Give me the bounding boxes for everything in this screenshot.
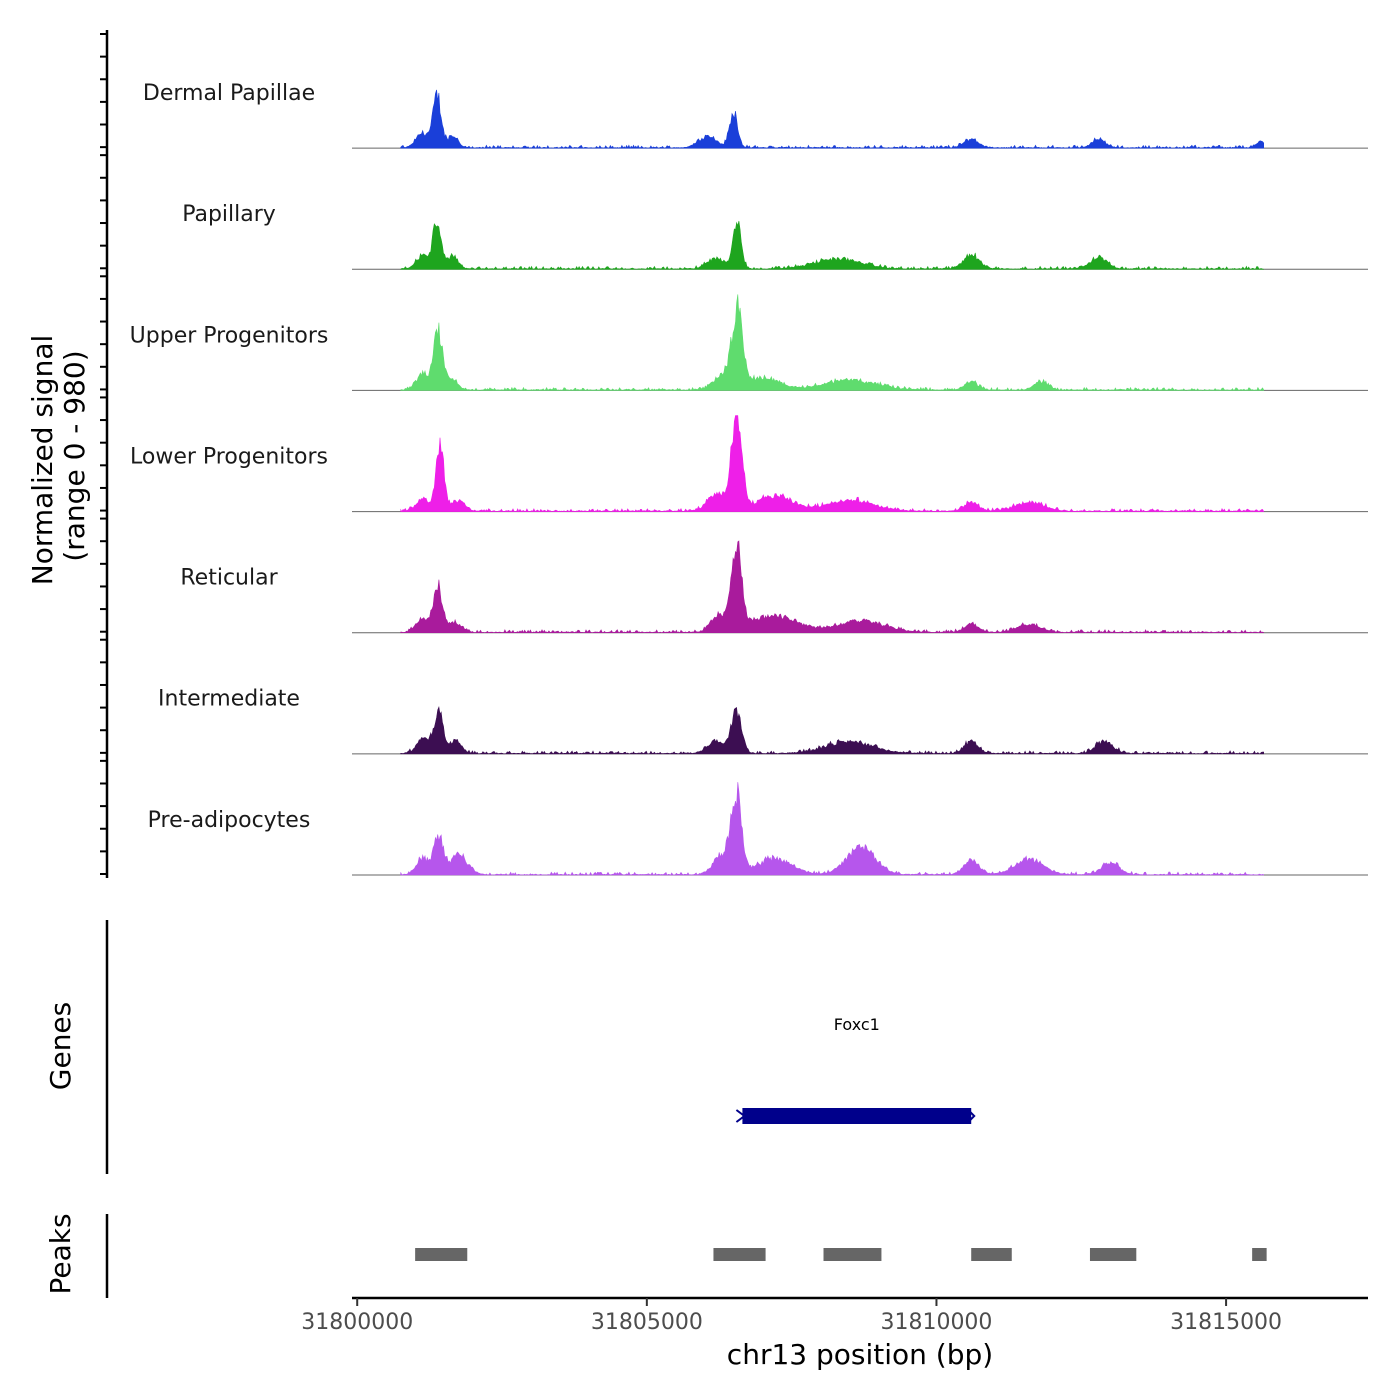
peak-region — [1252, 1248, 1267, 1261]
signal-area — [400, 415, 1264, 513]
peak-region — [823, 1248, 882, 1261]
track-label: Lower Progenitors — [130, 444, 328, 469]
x-tick-label: 31800000 — [301, 1310, 413, 1335]
signal-area — [400, 220, 1264, 271]
x-tick-label: 31805000 — [591, 1310, 703, 1335]
x-axis: 31800000 31805000 31810000 31815000 — [301, 1296, 1368, 1335]
y-axis-title-line1: Normalized signal — [26, 335, 59, 586]
x-tick-label: 31810000 — [880, 1310, 992, 1335]
signal-track-lower-progenitors: Lower Progenitors — [130, 415, 1368, 513]
signal-area — [400, 782, 1264, 876]
signal-area — [400, 294, 1264, 391]
signal-area — [400, 89, 1264, 149]
peaks-panel — [105, 1214, 1267, 1298]
signal-track-reticular: Reticular — [180, 540, 1368, 634]
signal-area — [400, 706, 1264, 755]
y-axis-title-line2: (range 0 - 980) — [58, 350, 91, 561]
track-label: Papillary — [182, 202, 276, 227]
signal-track-pre-adipocytes: Pre-adipocytes — [148, 782, 1368, 876]
track-label: Pre-adipocytes — [148, 808, 311, 833]
peak-region — [415, 1248, 468, 1261]
genes-track-label: Genes — [44, 1002, 77, 1090]
signal-track-papillary: Papillary — [182, 202, 1368, 271]
strand-arrow-icon — [735, 1109, 747, 1123]
signal-panel: Dermal Papillae Papillary Upper Progenitor… — [100, 30, 1368, 878]
signal-area — [400, 540, 1264, 634]
track-label: Upper Progenitors — [130, 323, 329, 348]
peaks-track-label: Peaks — [44, 1213, 77, 1294]
peak-region — [971, 1248, 1012, 1261]
track-label: Intermediate — [158, 687, 300, 712]
peak-region — [713, 1248, 766, 1261]
x-tick-label: 31815000 — [1170, 1310, 1282, 1335]
track-label: Dermal Papillae — [143, 81, 315, 106]
gene-foxc1: Foxc1 — [735, 1015, 976, 1124]
track-label: Reticular — [180, 566, 278, 591]
signal-track-intermediate: Intermediate — [158, 687, 1368, 755]
gene-body — [742, 1108, 972, 1124]
signal-track-dermal-papillae: Dermal Papillae — [143, 81, 1368, 149]
strand-arrow-icon — [968, 1110, 976, 1122]
peak-region — [1089, 1248, 1137, 1261]
x-axis-title: chr13 position (bp) — [727, 1338, 993, 1371]
signal-track-upper-progenitors: Upper Progenitors — [130, 294, 1368, 391]
genes-panel: Foxc1 — [105, 920, 976, 1174]
gene-label: Foxc1 — [834, 1015, 880, 1034]
